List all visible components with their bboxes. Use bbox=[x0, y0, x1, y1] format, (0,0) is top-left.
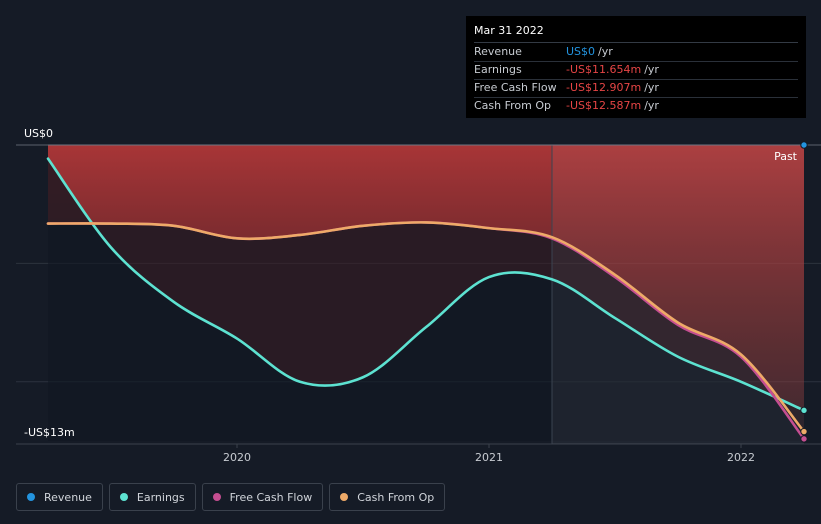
tooltip-value: US$0 bbox=[566, 45, 596, 58]
tooltip-value: -US$11.654m bbox=[566, 63, 642, 76]
legend-dot-icon bbox=[119, 493, 128, 501]
earnings-floor-area bbox=[48, 158, 804, 441]
y-tick-label-top: US$0 bbox=[24, 127, 53, 140]
tooltip-label: Cash From Op bbox=[474, 99, 552, 112]
x-tick-label: 2020 bbox=[223, 451, 251, 464]
x-tick-label: 2022 bbox=[727, 451, 755, 464]
past-label: Past bbox=[774, 150, 798, 163]
tooltip-row-cash-from-op: Cash From Op -US$12.587m /yr bbox=[474, 98, 798, 115]
legend-dot-icon bbox=[27, 493, 35, 501]
tooltip: Mar 31 2022 Revenue US$0 /yr Earnings -U… bbox=[466, 16, 806, 118]
tooltip-value: -US$12.907m bbox=[566, 81, 642, 94]
earnings-line bbox=[46, 157, 806, 412]
legend-label: Revenue bbox=[44, 490, 92, 504]
legend-label: Cash From Op bbox=[357, 490, 435, 504]
tooltip-label: Revenue bbox=[474, 45, 522, 58]
cash-from-op-line bbox=[46, 221, 806, 433]
legend-item-cash-from-op[interactable]: Cash From Op bbox=[329, 483, 446, 511]
past-region bbox=[552, 145, 804, 444]
lines bbox=[46, 144, 806, 441]
cash-flow-area bbox=[48, 145, 804, 432]
tooltip-row-earnings: Earnings -US$11.654m /yr bbox=[474, 62, 798, 80]
legend-label: Free Cash Flow bbox=[229, 490, 313, 504]
tooltip-value: -US$12.587m bbox=[566, 99, 642, 112]
tooltip-unit: /yr bbox=[598, 45, 613, 58]
legend: Revenue Earnings Free Cash Flow Cash Fro… bbox=[16, 483, 446, 511]
legend-label: Earnings bbox=[136, 490, 185, 504]
x-tick-label: 2021 bbox=[475, 451, 503, 464]
tooltip-unit: /yr bbox=[644, 63, 659, 76]
tooltip-row-revenue: Revenue US$0 /yr bbox=[474, 44, 798, 62]
revenue-end-marker bbox=[800, 141, 808, 149]
end-markers bbox=[800, 141, 808, 443]
areas bbox=[48, 145, 804, 441]
tooltip-unit: /yr bbox=[644, 99, 659, 112]
legend-dot-icon bbox=[340, 493, 349, 501]
legend-item-revenue[interactable]: Revenue bbox=[16, 483, 103, 511]
tooltip-label: Earnings bbox=[474, 63, 522, 76]
tooltip-unit: /yr bbox=[644, 81, 659, 94]
tooltip-row-free-cash-flow: Free Cash Flow -US$12.907m /yr bbox=[474, 80, 798, 98]
tooltip-label: Free Cash Flow bbox=[474, 81, 557, 94]
legend-item-free-cash-flow[interactable]: Free Cash Flow bbox=[201, 483, 324, 511]
earnings-end-marker bbox=[800, 406, 808, 415]
legend-dot-icon bbox=[212, 493, 221, 501]
tooltip-date: Mar 31 2022 bbox=[474, 24, 798, 43]
y-tick-label-bottom: -US$13m bbox=[24, 426, 75, 439]
legend-item-earnings[interactable]: Earnings bbox=[108, 483, 196, 511]
free-cash-flow-end-marker bbox=[800, 435, 808, 443]
cash-from-op-end-marker bbox=[800, 427, 808, 436]
axes: US$0 -US$13m 2020 2021 2022 Past bbox=[24, 127, 798, 464]
earnings-gap-area bbox=[48, 158, 804, 432]
